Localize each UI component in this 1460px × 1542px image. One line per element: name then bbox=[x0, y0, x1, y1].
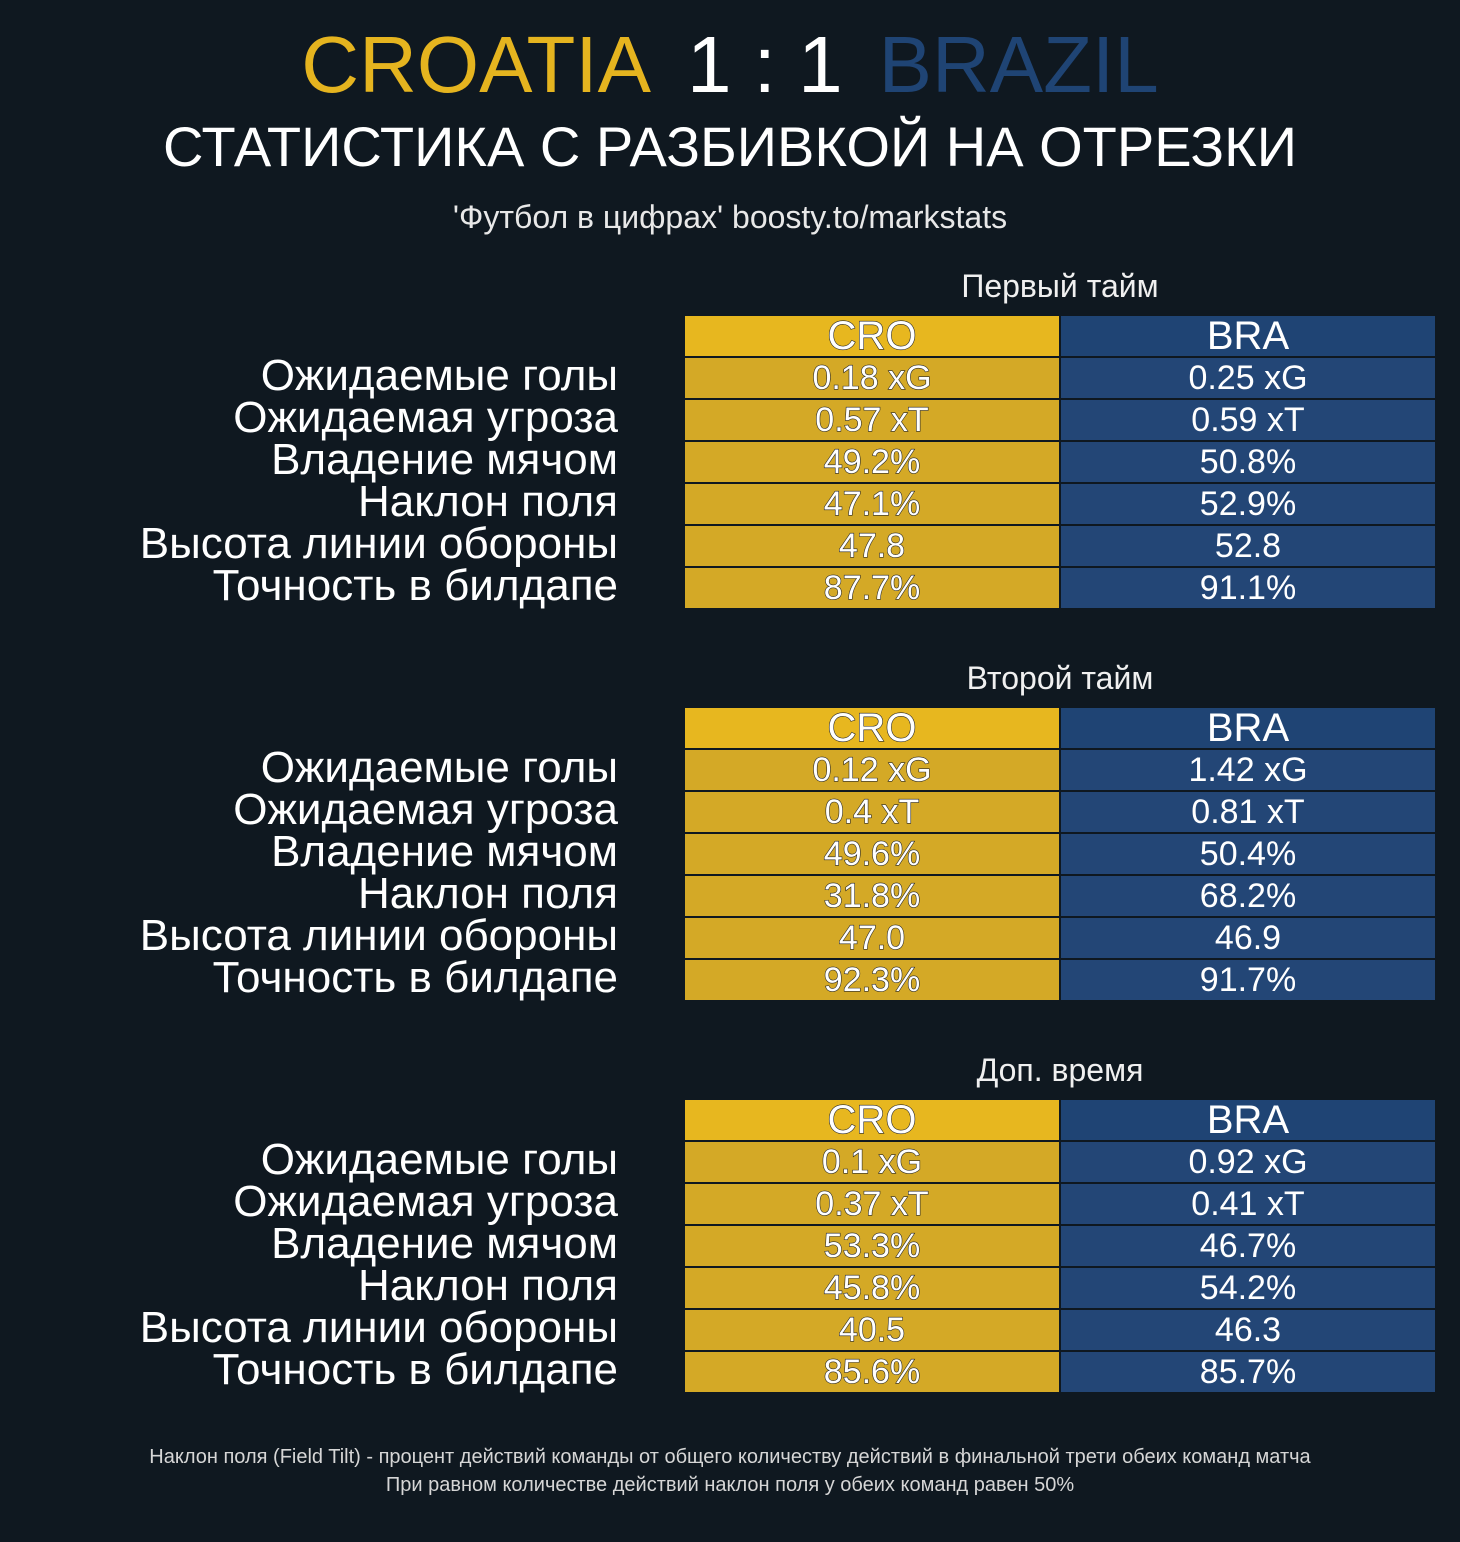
away-team-name: BRAZIL bbox=[878, 20, 1159, 109]
bra-value-cell: 54.2% bbox=[1061, 1268, 1435, 1308]
period-section: Первый тайм Ожидаемые голы Ожидаемая угроз… bbox=[0, 266, 1460, 610]
column-header-away: BRA bbox=[1061, 708, 1435, 748]
bra-value-cell: 0.41 xT bbox=[1061, 1184, 1435, 1224]
cro-value-cell: 31.8% bbox=[685, 876, 1059, 916]
bra-value-cell: 0.81 xT bbox=[1061, 792, 1435, 832]
match-title: CROATIA 1 : 1 BRAZIL bbox=[0, 20, 1460, 110]
cro-value-cell: 0.57 xT bbox=[685, 400, 1059, 440]
bra-value-cell: 50.8% bbox=[1061, 442, 1435, 482]
bra-value-cell: 91.1% bbox=[1061, 568, 1435, 608]
row-label: Точность в билдапе bbox=[212, 561, 618, 610]
row-label: Владение мячом bbox=[271, 435, 618, 484]
bra-value-cell: 46.7% bbox=[1061, 1226, 1435, 1266]
row-label: Высота линии обороны bbox=[139, 519, 618, 568]
match-score: 1 : 1 bbox=[686, 20, 843, 109]
row-label: Ожидаемые голы bbox=[260, 743, 618, 792]
source-credit: 'Футбол в цифрах' boosty.to/markstats bbox=[452, 199, 1008, 235]
row-label: Высота линии обороны bbox=[139, 1303, 618, 1352]
footnote-line-2: При равном количестве действий наклон по… bbox=[385, 1474, 1075, 1496]
cro-value-cell: 53.3% bbox=[685, 1226, 1059, 1266]
row-label: Ожидаемые голы bbox=[260, 351, 618, 400]
row-label: Ожидаемая угроза bbox=[233, 1177, 618, 1226]
period-section: Доп. время Ожидаемые голы Ожидаемая угроза… bbox=[0, 1050, 1460, 1394]
bra-value-cell: 0.59 xT bbox=[1061, 400, 1435, 440]
cro-value-cell: 87.7% bbox=[685, 568, 1059, 608]
cro-value-cell: 0.18 xG bbox=[685, 358, 1059, 398]
row-label: Ожидаемые голы bbox=[260, 1135, 618, 1184]
cro-value-cell: 47.1% bbox=[685, 484, 1059, 524]
column-header-home: CRO bbox=[685, 707, 1059, 749]
row-label: Ожидаемая угроза bbox=[233, 785, 618, 834]
cro-value-cell: 40.5 bbox=[685, 1310, 1059, 1350]
cro-value-cell: 0.1 xG bbox=[685, 1142, 1059, 1182]
row-label: Точность в билдапе bbox=[212, 953, 618, 1002]
row-label: Наклон поля bbox=[358, 1261, 618, 1310]
cro-value-cell: 45.8% bbox=[685, 1268, 1059, 1308]
home-team-name: CROATIA bbox=[301, 20, 651, 109]
row-label: Владение мячом bbox=[271, 1219, 618, 1268]
bra-value-cell: 68.2% bbox=[1061, 876, 1435, 916]
period-section: Второй тайм Ожидаемые голы Ожидаемая угроз… bbox=[0, 658, 1460, 1002]
bra-value-cell: 91.7% bbox=[1061, 960, 1435, 1000]
bra-value-cell: 0.92 xG bbox=[1061, 1142, 1435, 1182]
cro-value-cell: 92.3% bbox=[685, 960, 1059, 1000]
bra-value-cell: 1.42 xG bbox=[1061, 750, 1435, 790]
cro-value-cell: 85.6% bbox=[685, 1352, 1059, 1392]
column-header-away: BRA bbox=[1061, 1100, 1435, 1140]
cro-value-cell: 49.2% bbox=[685, 442, 1059, 482]
cro-value-cell: 0.4 xT bbox=[685, 792, 1059, 832]
bra-value-cell: 85.7% bbox=[1061, 1352, 1435, 1392]
footnote-line-1: Наклон поля (Field Tilt) - процент дейст… bbox=[149, 1446, 1311, 1468]
cro-value-cell: 47.0 bbox=[685, 918, 1059, 958]
bra-value-cell: 52.8 bbox=[1061, 526, 1435, 566]
column-header-home: CRO bbox=[685, 1099, 1059, 1141]
row-label: Наклон поля bbox=[358, 869, 618, 918]
bra-value-cell: 52.9% bbox=[1061, 484, 1435, 524]
row-label: Ожидаемая угроза bbox=[233, 393, 618, 442]
row-label: Владение мячом bbox=[271, 827, 618, 876]
cro-value-cell: 0.12 xG bbox=[685, 750, 1059, 790]
page-subtitle: СТАТИСТИКА С РАЗБИВКОЙ НА ОТРЕЗКИ bbox=[162, 115, 1298, 178]
period-title: Доп. время bbox=[976, 1052, 1144, 1088]
row-label: Точность в билдапе bbox=[212, 1345, 618, 1394]
row-label: Высота линии обороны bbox=[139, 911, 618, 960]
bra-value-cell: 0.25 xG bbox=[1061, 358, 1435, 398]
bra-value-cell: 46.9 bbox=[1061, 918, 1435, 958]
row-label: Наклон поля bbox=[358, 477, 618, 526]
period-title: Второй тайм bbox=[966, 660, 1154, 696]
column-header-away: BRA bbox=[1061, 316, 1435, 356]
period-title: Первый тайм bbox=[961, 268, 1159, 304]
bra-value-cell: 50.4% bbox=[1061, 834, 1435, 874]
cro-value-cell: 47.8 bbox=[685, 526, 1059, 566]
cro-value-cell: 49.6% bbox=[685, 834, 1059, 874]
bra-value-cell: 46.3 bbox=[1061, 1310, 1435, 1350]
cro-value-cell: 0.37 xT bbox=[685, 1184, 1059, 1224]
column-header-home: CRO bbox=[685, 315, 1059, 357]
